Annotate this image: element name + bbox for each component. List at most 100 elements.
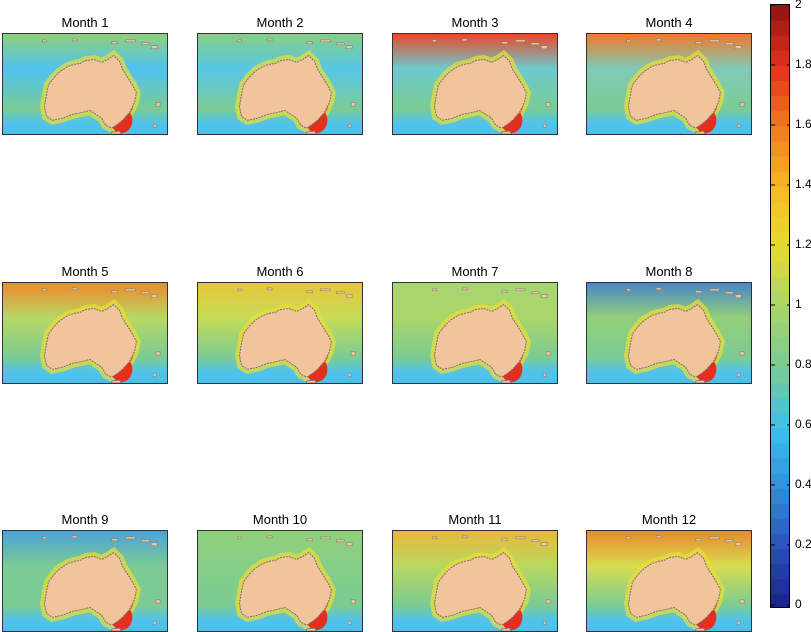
colorbar-tick-label: 0.8 [795, 357, 811, 371]
colorbar-tick-label: 1.6 [795, 117, 811, 131]
island [111, 41, 118, 45]
island [542, 372, 547, 377]
panel-title: Month 9 [61, 512, 109, 527]
map-panel [2, 530, 168, 632]
colorbar-segment [771, 246, 789, 263]
colorbar-segment [771, 201, 789, 217]
colorbar-segment [771, 458, 789, 474]
island [306, 538, 313, 542]
colorbar-tick-label: 0.4 [795, 477, 811, 491]
panel-title: Month 7 [451, 264, 499, 279]
island [695, 290, 702, 294]
island [150, 45, 158, 49]
island [152, 123, 157, 128]
island [709, 536, 720, 540]
island [320, 288, 331, 292]
colorbar-segment [771, 231, 789, 248]
small-multiples-grid: Month 1 Month 2 Month 3 Month 4 Month 5 Month… [2, 15, 752, 632]
colorbar-segment [771, 488, 789, 504]
island [736, 372, 741, 377]
map-panel [586, 530, 752, 632]
colorbar [770, 4, 790, 608]
island [71, 535, 78, 539]
island [150, 542, 158, 546]
island [237, 288, 242, 292]
map-svg [198, 34, 362, 134]
island [725, 291, 734, 295]
colorbar-segment [771, 156, 789, 172]
colorbar-segment [771, 110, 789, 127]
island [266, 38, 273, 42]
island [125, 39, 136, 43]
australia-landmass [43, 303, 137, 378]
australia-landmass [433, 54, 527, 129]
map-svg [587, 531, 751, 631]
colorbar-segment [771, 427, 789, 444]
colorbar-segment [771, 352, 789, 368]
island [432, 39, 437, 43]
tasmania [306, 130, 318, 134]
tasmania [111, 627, 123, 631]
island [350, 102, 356, 107]
colorbar-segment [771, 548, 789, 565]
colorbar-segment [771, 5, 789, 21]
australia-landmass [433, 303, 527, 378]
colorbar-segment [771, 503, 789, 519]
colorbar-segment [771, 518, 789, 534]
island [501, 538, 508, 542]
colorbar-segment [771, 261, 789, 278]
island [734, 542, 742, 546]
colorbar-tick-label: 1 [795, 297, 802, 311]
island [725, 42, 734, 46]
colorbar-tick-label: 1.4 [795, 177, 811, 191]
island [734, 294, 742, 298]
island [515, 288, 526, 292]
island [540, 45, 548, 49]
colorbar-segment [771, 367, 789, 383]
island [515, 536, 526, 540]
panel-title: Month 11 [448, 512, 502, 527]
colorbar-segment [771, 276, 789, 293]
island [306, 41, 313, 45]
island [501, 41, 508, 45]
island [237, 39, 242, 43]
island [347, 372, 352, 377]
island [695, 41, 702, 45]
colorbar-segment [771, 50, 789, 66]
colorbar-tick-label: 0.6 [795, 417, 811, 431]
map-panel [197, 530, 363, 632]
island [739, 351, 745, 356]
island [461, 287, 468, 291]
island [432, 536, 437, 540]
island [266, 535, 273, 539]
colorbar-tick-label: 2 [795, 0, 802, 11]
island [461, 535, 468, 539]
colorbar-segment [771, 578, 789, 595]
tasmania [501, 130, 513, 134]
island [42, 536, 47, 540]
panel-title: Month 12 [641, 512, 697, 527]
island [320, 536, 331, 540]
map-svg [3, 283, 167, 383]
colorbar-segment [771, 337, 789, 353]
island [336, 42, 345, 46]
map-svg [587, 34, 751, 134]
colorbar-segment [771, 80, 789, 97]
island [432, 288, 437, 292]
island [695, 538, 702, 542]
colorbar-tick-label: 0 [795, 597, 802, 611]
colorbar-segment [771, 35, 789, 51]
island [725, 539, 734, 543]
island [461, 38, 468, 42]
island [336, 291, 345, 295]
panel-title: Month 10 [252, 512, 308, 527]
island [350, 351, 356, 356]
island [71, 38, 78, 42]
map-svg [393, 34, 557, 134]
island [515, 39, 526, 43]
island [345, 294, 353, 298]
australia-landmass [43, 54, 137, 129]
island [111, 538, 118, 542]
colorbar-segment [771, 473, 789, 489]
panel-title: Month 1 [61, 15, 109, 30]
